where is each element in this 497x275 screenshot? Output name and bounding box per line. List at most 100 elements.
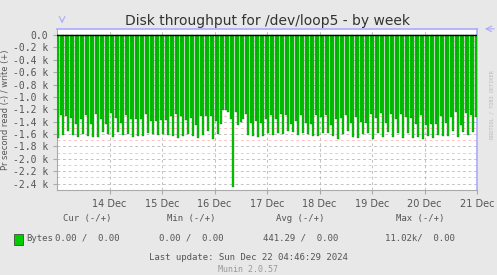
Bar	[287, 35, 289, 131]
Bar	[163, 35, 165, 134]
Bar	[117, 35, 119, 132]
Text: Min (-/+): Min (-/+)	[167, 214, 216, 223]
Bar	[285, 35, 287, 115]
Bar	[475, 35, 477, 117]
Bar	[155, 35, 157, 121]
Bar	[355, 35, 357, 117]
Bar	[130, 35, 132, 119]
Bar	[68, 35, 70, 131]
Bar	[415, 35, 417, 124]
Bar	[342, 35, 344, 134]
Bar	[190, 35, 192, 118]
Bar	[100, 35, 102, 119]
Bar	[102, 35, 104, 131]
Bar	[280, 35, 282, 114]
Bar	[222, 35, 225, 110]
Bar	[272, 35, 274, 135]
Bar	[357, 35, 359, 138]
Text: Cur (-/+): Cur (-/+)	[63, 214, 111, 223]
Bar	[320, 35, 322, 117]
Bar	[230, 35, 232, 119]
Text: Munin 2.0.57: Munin 2.0.57	[219, 265, 278, 274]
Bar	[275, 35, 277, 119]
Bar	[165, 35, 167, 120]
Bar	[460, 35, 462, 125]
Bar	[112, 35, 114, 137]
Bar	[405, 35, 407, 117]
Bar	[160, 35, 162, 120]
Bar	[167, 35, 169, 135]
Bar	[290, 35, 292, 124]
Text: Max (-/+): Max (-/+)	[396, 214, 444, 223]
Bar	[395, 35, 397, 119]
Bar	[427, 35, 429, 136]
Bar	[105, 35, 107, 125]
Bar	[277, 35, 279, 133]
Bar	[385, 35, 387, 123]
Bar	[360, 35, 362, 122]
Bar	[365, 35, 367, 123]
Bar	[370, 35, 372, 114]
Bar	[65, 35, 67, 116]
Bar	[337, 35, 339, 139]
Bar	[207, 35, 209, 131]
Bar	[265, 35, 267, 119]
Bar	[192, 35, 194, 136]
Bar	[472, 35, 475, 132]
Bar	[250, 35, 252, 123]
Bar	[107, 35, 109, 134]
Title: Disk throughput for /dev/loop5 - by week: Disk throughput for /dev/loop5 - by week	[125, 14, 410, 28]
Bar	[158, 35, 160, 135]
Bar	[225, 35, 227, 110]
Bar	[252, 35, 254, 136]
Bar	[150, 35, 152, 121]
Bar	[465, 35, 467, 113]
Bar	[172, 35, 174, 136]
Bar	[210, 35, 212, 116]
Bar	[390, 35, 392, 114]
Bar	[92, 35, 94, 137]
Bar	[350, 35, 352, 123]
Bar	[235, 35, 237, 112]
Bar	[267, 35, 269, 133]
Bar	[307, 35, 310, 134]
Bar	[270, 35, 272, 115]
Bar	[180, 35, 182, 115]
Bar	[347, 35, 349, 131]
Bar	[352, 35, 354, 137]
Bar	[462, 35, 464, 132]
Bar	[305, 35, 307, 123]
Bar	[75, 35, 77, 124]
Bar	[57, 35, 60, 138]
Bar	[432, 35, 434, 138]
Bar	[413, 35, 414, 138]
Bar	[170, 35, 172, 116]
Bar	[410, 35, 412, 118]
Bar	[132, 35, 134, 138]
Bar	[63, 35, 65, 136]
Bar	[325, 35, 327, 115]
Bar	[323, 35, 325, 133]
Text: 0.00 /  0.00: 0.00 / 0.00	[159, 234, 224, 243]
Bar	[315, 35, 317, 115]
Bar	[332, 35, 334, 136]
Bar	[375, 35, 377, 118]
Bar	[420, 35, 422, 115]
Bar	[197, 35, 199, 138]
Bar	[120, 35, 122, 123]
Bar	[425, 35, 427, 125]
Bar	[73, 35, 75, 135]
Bar	[115, 35, 117, 118]
Bar	[122, 35, 124, 135]
Bar	[398, 35, 400, 133]
Bar	[257, 35, 259, 137]
Bar	[177, 35, 179, 138]
Bar	[310, 35, 312, 124]
Bar	[220, 35, 222, 123]
Bar	[387, 35, 390, 132]
Bar	[435, 35, 437, 125]
Bar	[318, 35, 320, 136]
Text: Avg (-/+): Avg (-/+)	[276, 214, 325, 223]
Bar	[297, 35, 299, 135]
Bar	[340, 35, 342, 118]
